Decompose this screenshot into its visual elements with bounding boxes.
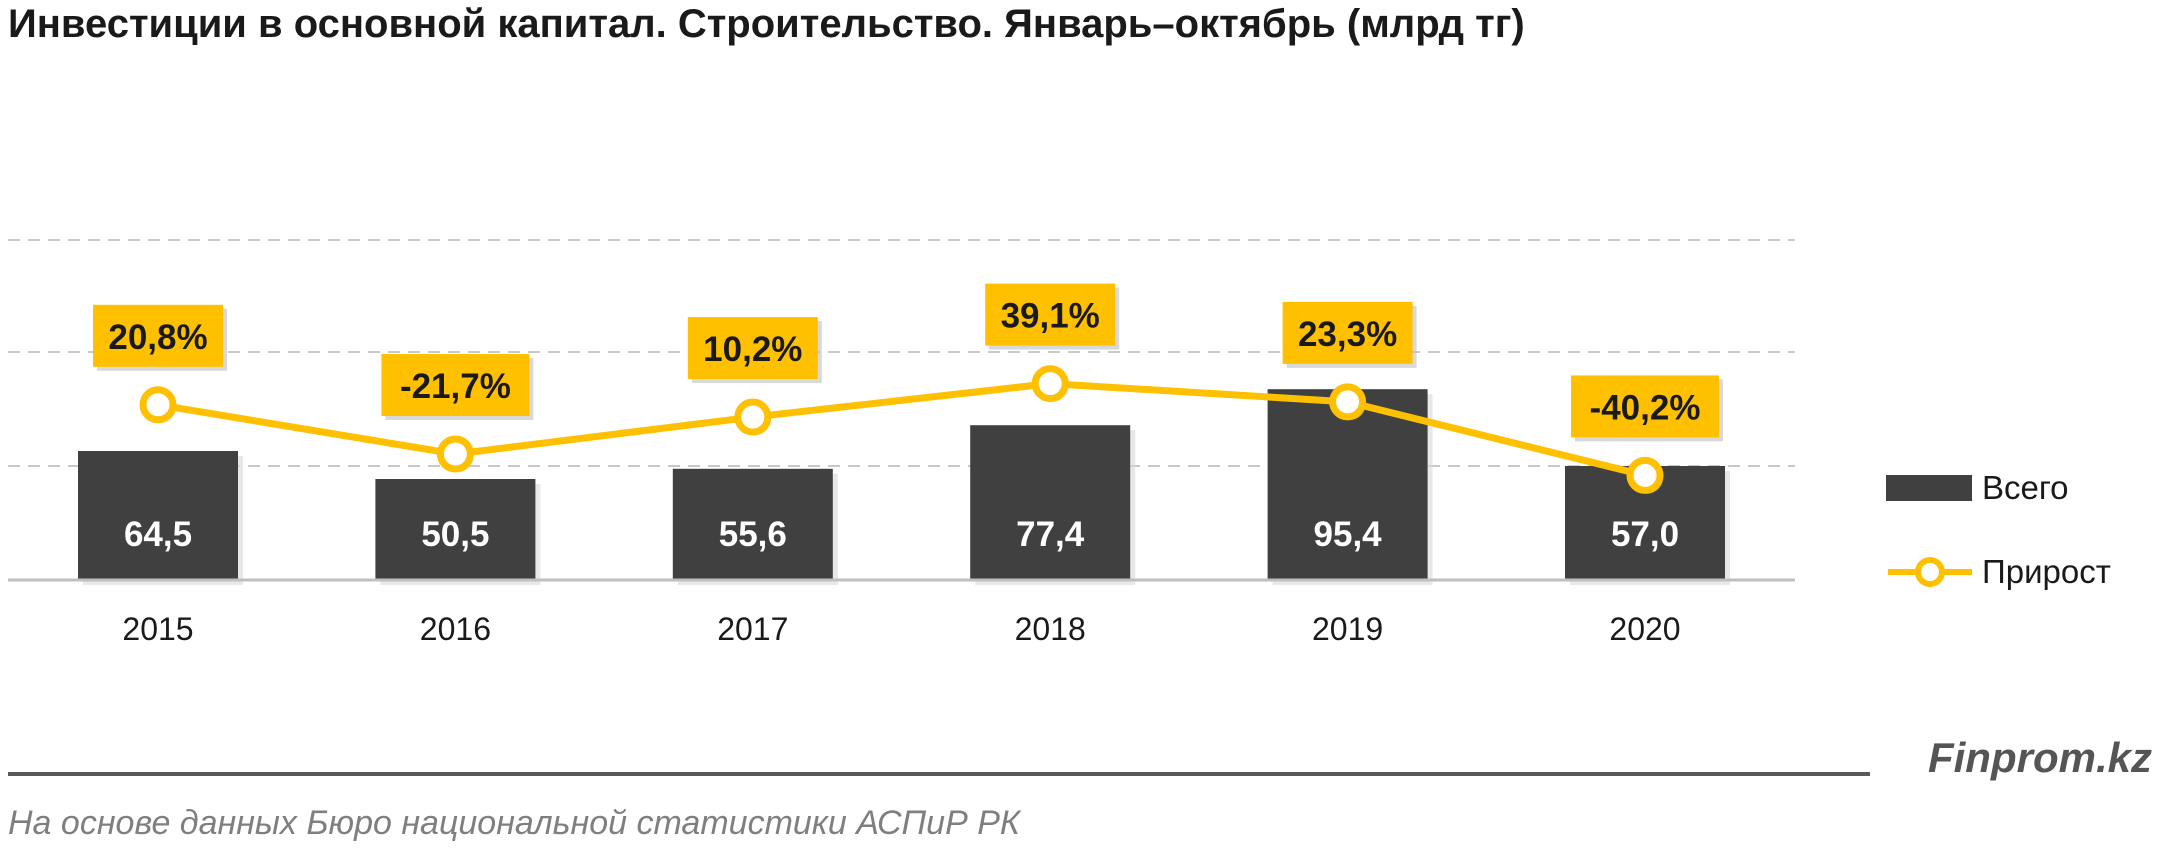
growth-label: 10,2%: [703, 330, 802, 369]
growth-label-box: [1282, 301, 1413, 364]
x-tick-label: 2020: [1609, 611, 1680, 647]
bar-value-label: 64,5: [124, 515, 192, 554]
growth-point: [436, 435, 474, 473]
bar-value-label: 77,4: [1016, 515, 1085, 554]
growth-labels: 20,8% -21,7% 10,2% 39,1% 23,3% -40,2%: [93, 283, 1723, 442]
growth-label: 39,1%: [1001, 297, 1100, 336]
brand-logo-text: Finprom.kz: [1927, 734, 2152, 781]
legend-label-growth: Прирост: [1982, 553, 2111, 590]
growth-label-box: [381, 354, 530, 417]
growth-label: -21,7%: [400, 367, 511, 406]
growth-point: [734, 398, 772, 436]
growth-point: [1329, 383, 1367, 421]
growth-label-box: [93, 304, 223, 367]
x-tick-label: 2019: [1312, 611, 1383, 647]
legend-label-total: Всего: [1982, 469, 2069, 506]
legend-item-growth: Прирост: [1886, 550, 2111, 594]
growth-line-series: [139, 365, 1664, 494]
x-axis: 2015 2016 2017 2018 2019 2020: [8, 578, 1795, 647]
bar-value-label: 50,5: [421, 515, 489, 554]
legend-bar-swatch: [1886, 475, 1972, 501]
bar: [78, 451, 238, 580]
growth-point: [1626, 456, 1664, 494]
bar: [375, 479, 536, 580]
bar: [672, 468, 833, 580]
legend-item-total: Всего: [1886, 466, 2069, 510]
growth-label: 20,8%: [108, 318, 207, 357]
bar-series: 64,5 50,5 55,6 77,4 95,4 57,0: [78, 389, 1730, 585]
bar-value-label: 95,4: [1314, 515, 1383, 554]
gridlines: [8, 239, 1795, 467]
legend-line-swatch: [1888, 557, 1972, 587]
x-tick-label: 2015: [122, 611, 193, 647]
growth-label-box: [1571, 375, 1719, 438]
bar: [1267, 389, 1428, 580]
growth-label: 23,3%: [1298, 315, 1397, 354]
x-tick-label: 2018: [1015, 611, 1086, 647]
chart-plot: 64,5 50,5 55,6 77,4 95,4 57,0 2015 2016 2017 201…: [8, 239, 1795, 647]
source-note: На основе данных Бюро национальной стати…: [8, 804, 1020, 842]
bar-value-label: 57,0: [1611, 515, 1679, 554]
growth-label-box: [985, 283, 1116, 346]
x-tick-label: 2016: [420, 611, 491, 647]
growth-line: [157, 380, 1646, 479]
chart-title: Инвестиции в основной капитал. Строитель…: [8, 2, 1525, 46]
x-tick-label: 2017: [717, 611, 788, 647]
growth-point: [139, 386, 177, 424]
growth-label-box: [687, 317, 818, 380]
footer-divider: [8, 772, 1870, 776]
growth-point: [1031, 365, 1069, 403]
bar-value-label: 55,6: [719, 515, 787, 554]
growth-label: -40,2%: [1590, 388, 1701, 427]
bar: [970, 425, 1131, 580]
